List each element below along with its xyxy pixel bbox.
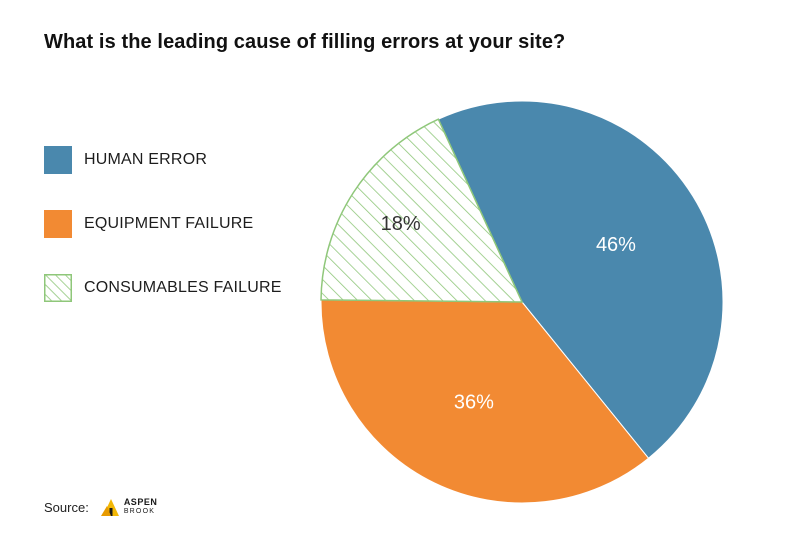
legend-label-consumables-failure: CONSUMABLES FAILURE (84, 279, 282, 296)
pie-slice-consumables-failure (320, 118, 524, 303)
pie-label-equipment-failure: 36% (454, 392, 494, 414)
legend-swatch-human-error (44, 146, 72, 174)
aspen-brook-logo: ASPEN BROOK (100, 496, 158, 518)
legend-label-human-error: HUMAN ERROR (84, 151, 208, 168)
aspen-brook-logo-icon (100, 499, 119, 516)
legend-item-equipment-failure: EQUIPMENT FAILURE (44, 209, 282, 239)
pie-label-consumables-failure: 18% (381, 213, 421, 235)
pie-label-human-error: 46% (596, 234, 636, 256)
logo-line2: BROOK (123, 508, 156, 515)
chart-title: What is the leading cause of filling err… (44, 31, 566, 53)
legend-item-consumables-failure: CONSUMABLES FAILURE (44, 273, 282, 303)
legend-swatch-equipment-failure (44, 210, 72, 238)
pie-slice-human-error (437, 100, 724, 459)
logo-line1: ASPEN (123, 497, 158, 507)
legend-swatch-consumables-failure (44, 274, 72, 302)
source-line: Source: ASPEN BROOK (44, 496, 157, 518)
pie-slice-equipment-failure (320, 299, 650, 504)
legend-label-equipment-failure: EQUIPMENT FAILURE (84, 215, 254, 232)
source-label: Source: (44, 499, 89, 515)
legend: HUMAN ERROR EQUIPMENT FAILURE CONSUMABLE… (44, 145, 282, 337)
legend-item-human-error: HUMAN ERROR (44, 145, 282, 175)
